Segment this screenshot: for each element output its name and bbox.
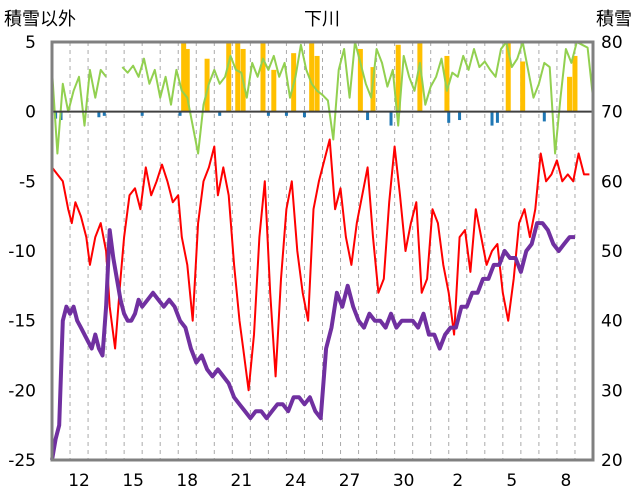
small_bars-bar (366, 111, 370, 121)
y-right-tick-label: 50 (601, 242, 623, 262)
y-right-ticks: 80 70 60 50 40 30 20 (601, 33, 623, 471)
x-ticks: 12 15 18 21 24 27 30 2 5 8 (68, 471, 571, 491)
y-left-tick-label: -25 (8, 451, 36, 471)
lines-layer (50, 41, 594, 461)
y-left-tick-label: 0 (25, 103, 36, 123)
x-tick-label: 12 (68, 471, 90, 491)
precipitation-bar (184, 48, 190, 112)
y-right-tick-label: 60 (601, 172, 623, 192)
y-left-tick-label: -5 (19, 172, 36, 192)
x-tick-label: 5 (506, 471, 517, 491)
temperature-line (51, 138, 590, 392)
small_bars-bar (218, 111, 222, 116)
precipitation-bar (357, 48, 363, 112)
small_bars-bar (542, 111, 546, 122)
precipitation-bar (235, 42, 241, 112)
y-left-title: 積雪以外 (4, 9, 76, 30)
precipitation-bar (226, 42, 232, 112)
y-left-tick-label: -10 (8, 242, 36, 262)
x-tick-label: 18 (176, 471, 198, 491)
y-left-tick-label: -15 (8, 312, 36, 332)
chart-title: 下川 (304, 9, 340, 30)
small_bars-bar (302, 111, 306, 118)
small_bars-bar (458, 111, 462, 121)
small_bars-bar (389, 111, 393, 126)
small_bars-bar (178, 111, 182, 116)
precipitation-bar (520, 61, 526, 112)
x-tick-label: 15 (122, 471, 144, 491)
precipitation-bar (204, 58, 210, 112)
precipitation-bar (572, 55, 578, 112)
small_bars-bar (495, 111, 499, 123)
precipitation-bar (417, 42, 423, 112)
x-tick-label: 24 (285, 471, 307, 491)
precipitation-bar (567, 76, 573, 112)
precipitation-bar (181, 42, 187, 112)
small_bars-bar (266, 111, 270, 116)
y-right-tick-label: 80 (601, 33, 623, 53)
y-right-title: 積雪 (596, 9, 632, 30)
y-left-tick-label: -20 (8, 381, 36, 401)
y-left-tick-label: 5 (25, 33, 36, 53)
precipitation-bar (505, 42, 511, 112)
precipitation-bar (309, 42, 315, 112)
x-tick-label: 2 (452, 471, 463, 491)
sunshine-line (51, 41, 594, 155)
y-left-ticks: 5 0 -5 -10 -15 -20 -25 (8, 33, 36, 471)
small_bars-bar (97, 111, 101, 118)
plot-frame (50, 40, 595, 462)
precipitation-bar (314, 55, 320, 112)
small_bars-bar (140, 111, 144, 116)
y-right-tick-label: 70 (601, 103, 623, 123)
x-tick-label: 21 (231, 471, 253, 491)
x-tick-label: 27 (339, 471, 361, 491)
small_bars-bar (447, 111, 451, 123)
small_bars-bar (284, 111, 288, 116)
x-tick-label: 8 (561, 471, 572, 491)
y-right-tick-label: 30 (601, 381, 623, 401)
y-right-tick-label: 20 (601, 451, 623, 471)
small_bars-bar (490, 111, 494, 126)
y-right-tick-label: 40 (601, 312, 623, 332)
precipitation-bar (271, 69, 277, 112)
x-tick-label: 30 (393, 471, 415, 491)
small_bars-bar (102, 111, 106, 116)
precipitation-bar (395, 44, 401, 112)
snow_depth-line (50, 221, 575, 461)
precipitation-bar (260, 42, 266, 112)
precipitation-bar (444, 55, 450, 112)
